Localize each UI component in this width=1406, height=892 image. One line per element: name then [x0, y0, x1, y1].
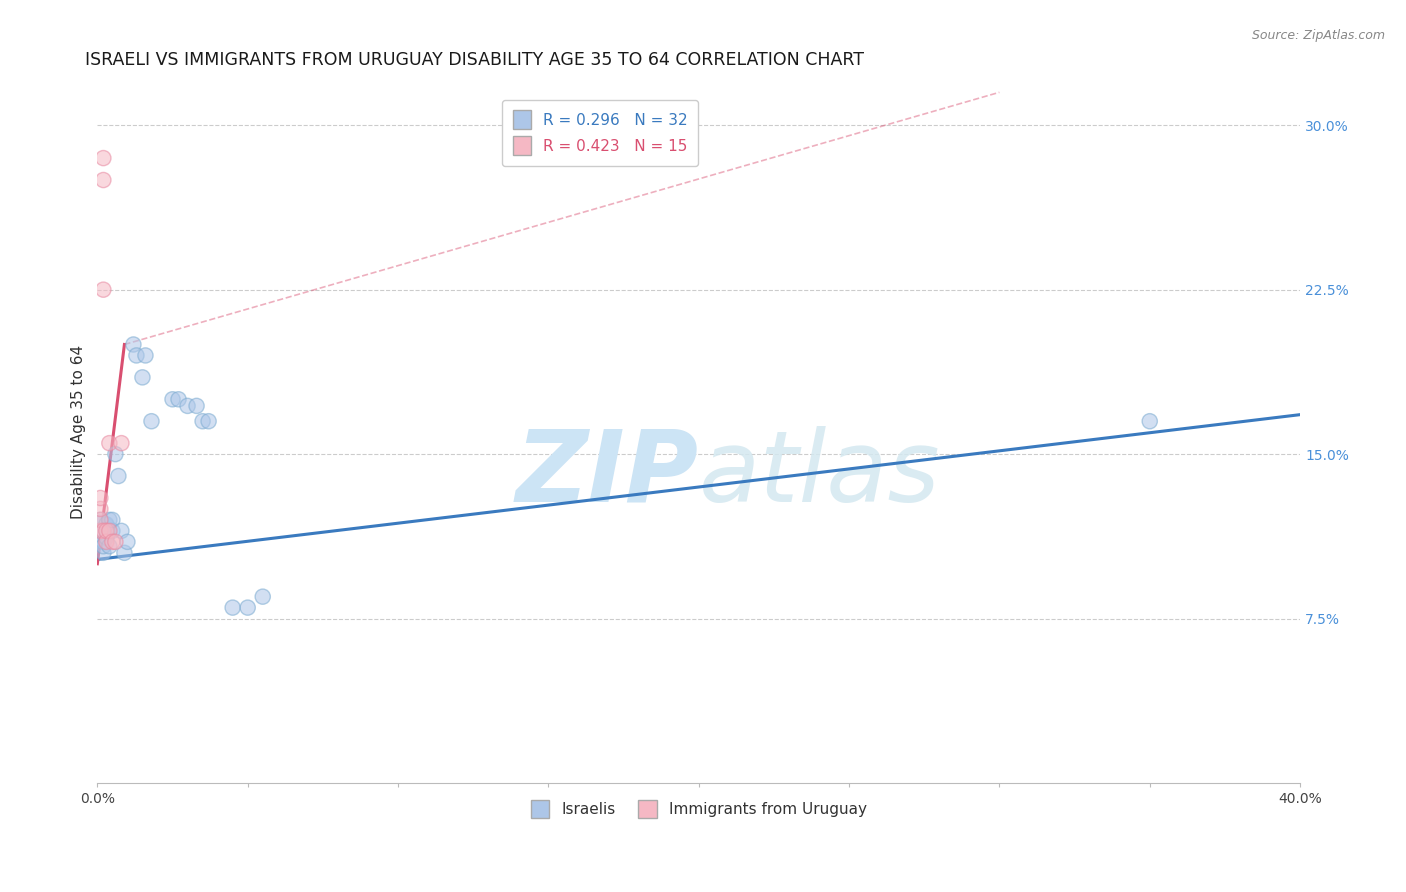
Point [197, 414, 219, 428]
Point [221, 600, 243, 615]
Point [98, 513, 121, 527]
Y-axis label: Disability Age 35 to 64: Disability Age 35 to 64 [72, 345, 86, 519]
Point [104, 534, 127, 549]
Point [101, 524, 124, 538]
Point [89, 513, 111, 527]
Point [104, 447, 127, 461]
Point [93, 524, 115, 538]
Point [134, 348, 156, 362]
Point [176, 399, 198, 413]
Point [131, 370, 153, 384]
Point [110, 436, 132, 450]
Point [125, 348, 148, 362]
Text: ISRAELI VS IMMIGRANTS FROM URUGUAY DISABILITY AGE 35 TO 64 CORRELATION CHART: ISRAELI VS IMMIGRANTS FROM URUGUAY DISAB… [86, 51, 865, 69]
Point [93, 546, 115, 560]
Point [141, 414, 163, 428]
Point [93, 173, 115, 187]
Text: ZIP: ZIP [516, 425, 699, 523]
Point [110, 524, 132, 538]
Point [96, 524, 118, 538]
Point [89, 524, 111, 538]
Point [93, 534, 115, 549]
Point [122, 337, 145, 351]
Point [162, 392, 184, 407]
Point [93, 283, 115, 297]
Point [98, 539, 121, 553]
Point [96, 517, 118, 532]
Point [1139, 414, 1161, 428]
Point [96, 524, 118, 538]
Point [191, 414, 214, 428]
Legend: Israelis, Immigrants from Uruguay: Israelis, Immigrants from Uruguay [524, 794, 873, 824]
Point [89, 524, 111, 538]
Point [93, 151, 115, 165]
Point [101, 534, 124, 549]
Point [89, 513, 111, 527]
Point [93, 539, 115, 553]
Point [236, 600, 259, 615]
Point [107, 469, 129, 483]
Text: atlas: atlas [699, 425, 941, 523]
Text: Source: ZipAtlas.com: Source: ZipAtlas.com [1251, 29, 1385, 43]
Point [186, 399, 208, 413]
Point [89, 502, 111, 516]
Point [98, 524, 121, 538]
Point [167, 392, 190, 407]
Point [96, 531, 118, 545]
Point [101, 513, 124, 527]
Point [89, 491, 111, 505]
Point [96, 534, 118, 549]
Point [117, 534, 139, 549]
Point [98, 436, 121, 450]
Point [252, 590, 274, 604]
Point [112, 546, 135, 560]
